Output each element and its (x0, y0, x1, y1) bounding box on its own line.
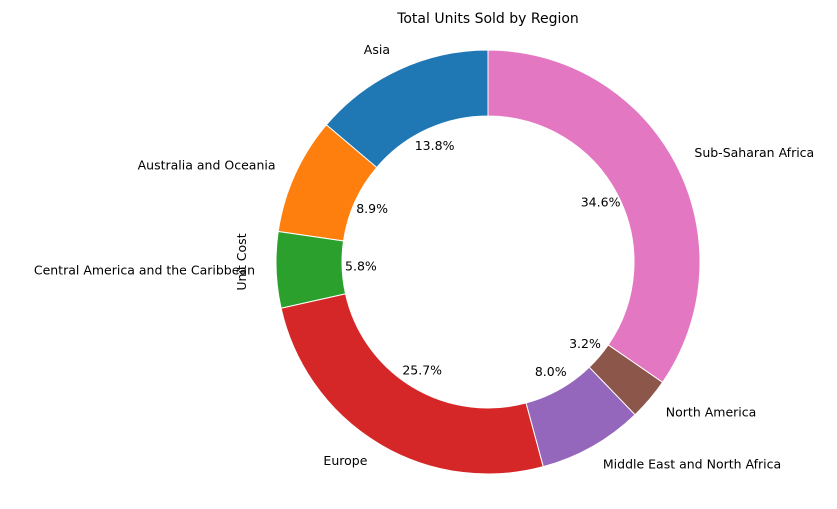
percent-label-europe: 25.7% (402, 362, 442, 377)
slice-sub-saharan-africa (487, 49, 701, 383)
percent-label-sub-saharan-africa: 34.6% (581, 194, 621, 209)
category-label-north-america: North America (666, 404, 757, 419)
percent-label-north-america: 3.2% (569, 336, 601, 351)
percent-label-central-america-and-the-caribbean: 5.8% (345, 258, 377, 273)
percent-label-australia-and-oceania: 8.9% (356, 201, 388, 216)
category-label-central-america-and-the-caribbean: Central America and the Caribbean (34, 262, 255, 277)
slice-europe (280, 293, 544, 475)
percent-label-middle-east-and-north-africa: 8.0% (535, 364, 567, 379)
percent-labels-group: 13.8% 8.9% 5.8% 25.7% 8.0%3.2% 34.6% (345, 138, 621, 379)
slices-group (275, 49, 701, 475)
category-label-australia-and-oceania: Australia and Oceania (138, 158, 276, 173)
percent-label-asia: 13.8% (415, 138, 455, 153)
category-labels-group: Asia Australia and Oceania Central America… (34, 42, 814, 471)
category-label-asia: Asia (364, 42, 390, 57)
chart-title: Total Units Sold by Region (396, 11, 579, 27)
category-label-sub-saharan-africa: Sub-Saharan Africa (694, 145, 814, 160)
category-label-middle-east-and-north-africa: Middle East and North Africa (603, 456, 781, 471)
y-axis-label: Unit Cost (234, 233, 249, 290)
category-label-europe: Europe (323, 453, 367, 468)
